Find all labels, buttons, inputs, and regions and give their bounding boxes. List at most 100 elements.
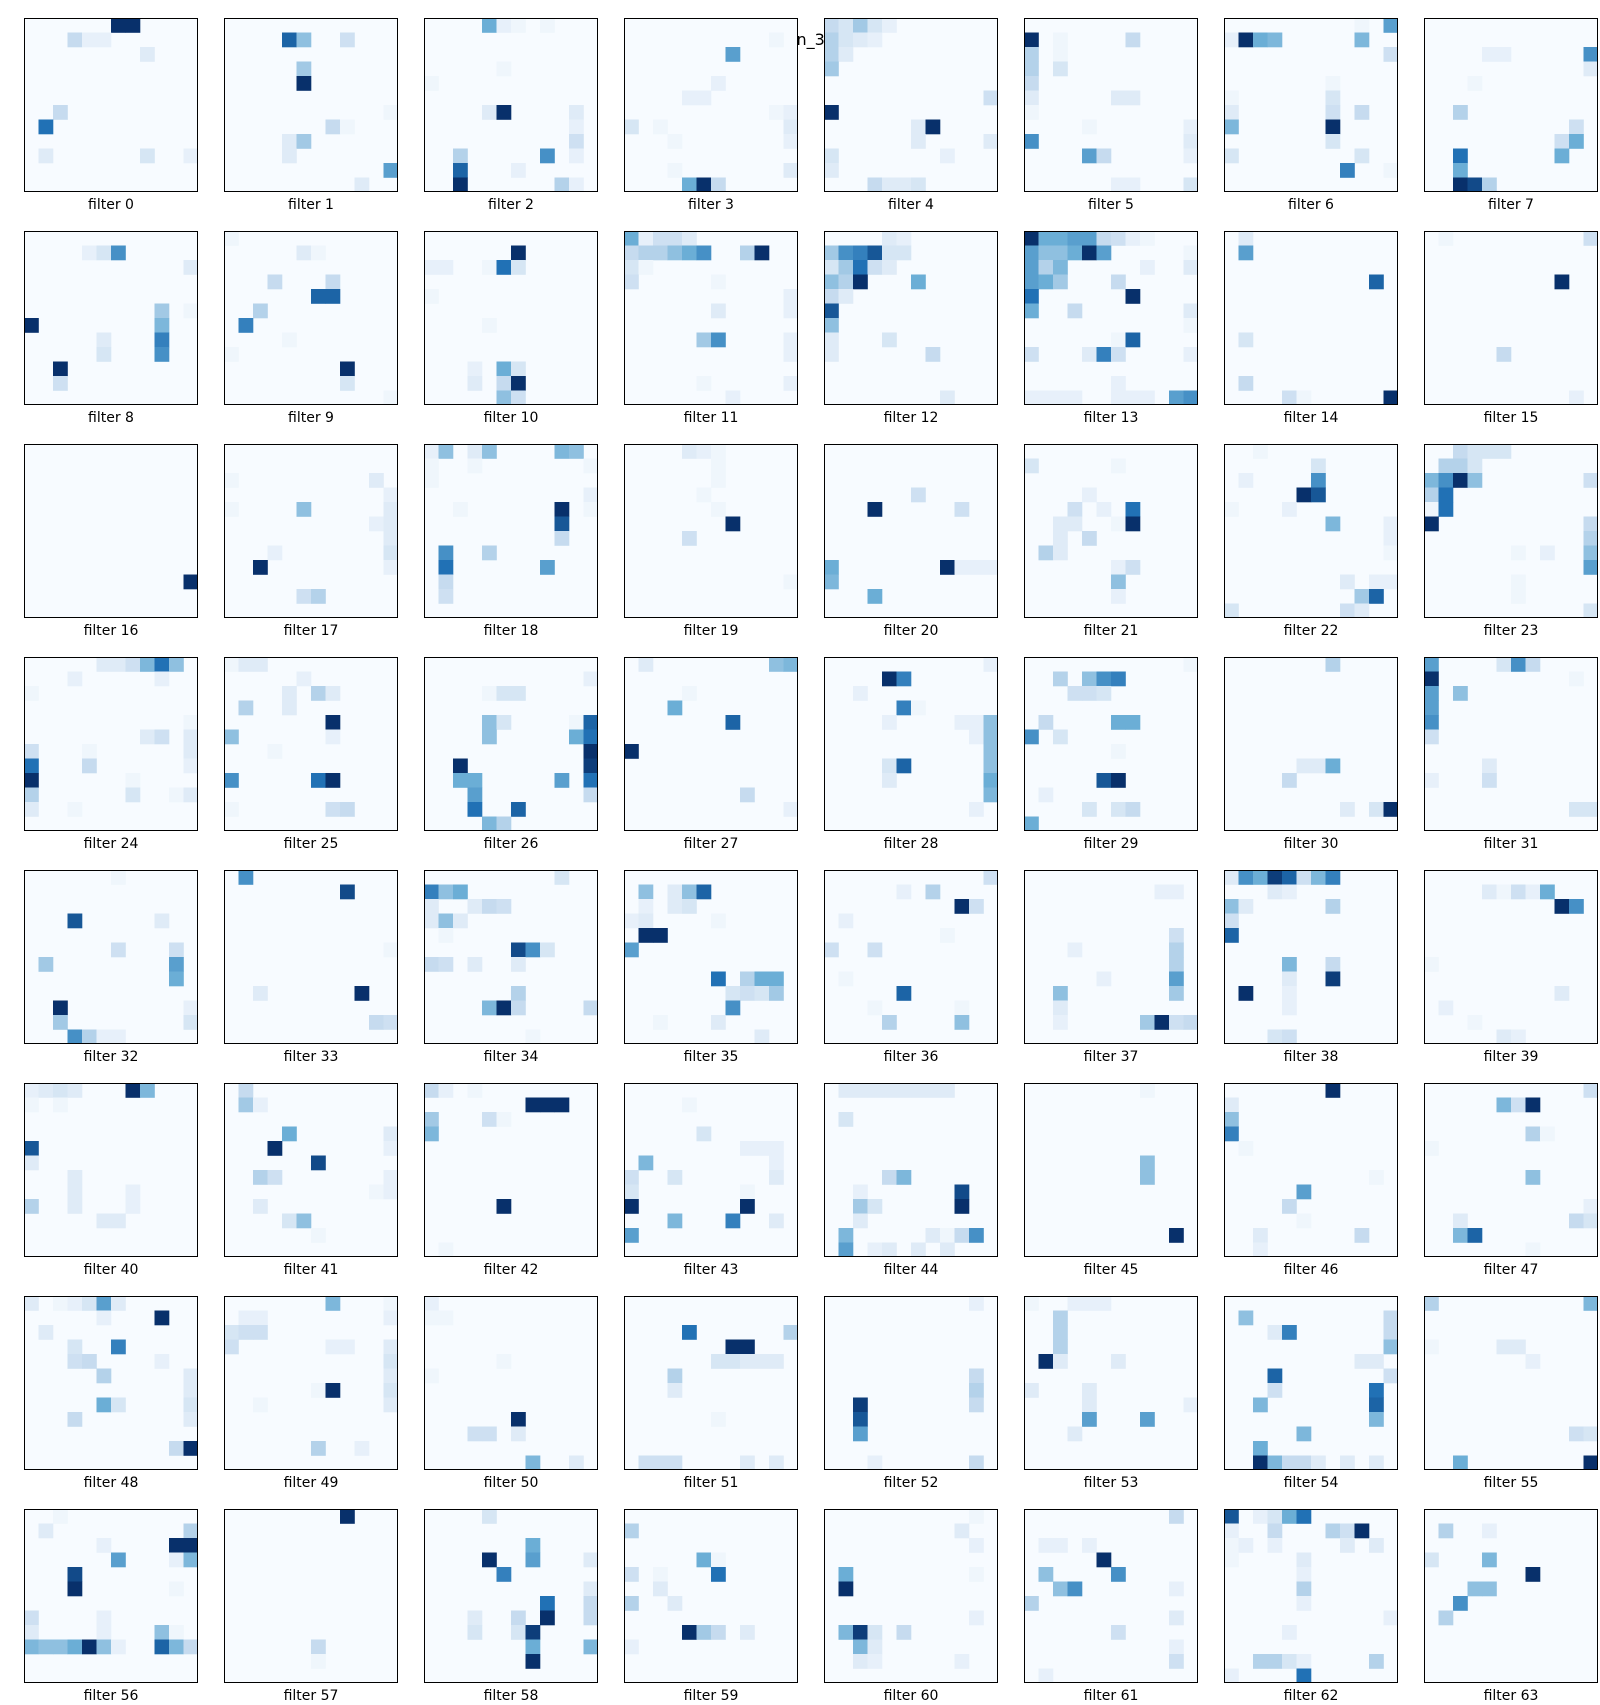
heatmap-cell [867,942,883,958]
heatmap-cell [1238,32,1254,48]
heatmap-cell [882,1083,897,1098]
heatmap-cell [969,1383,984,1398]
heatmap-cell [569,119,584,135]
heatmap-cell [383,1383,398,1398]
heatmap-cell [1183,347,1198,362]
heatmap-cell [467,1610,483,1626]
heatmap-cell [1082,531,1097,546]
filter-label: filter 54 [1283,1475,1339,1491]
heatmap-cell [282,134,297,149]
heatmap-cell [96,1029,112,1044]
heatmap-cell [1183,318,1198,333]
heatmap-cell [1482,884,1497,900]
heatmap-cell [1169,957,1184,972]
heatmap-cell [1169,1639,1184,1655]
heatmap-cell [638,245,654,261]
plot-frame [1024,444,1198,618]
heatmap-cell [1267,32,1283,48]
heatmap-cell [1354,1354,1370,1369]
heatmap-cell [1111,274,1126,290]
heatmap-cell [1267,1523,1283,1539]
heatmap-cell [1453,473,1468,488]
heatmap-cell [467,458,483,474]
heatmap-cell [311,1383,326,1398]
heatmap-cell [238,870,254,885]
heatmap-cell [1125,32,1141,48]
heatmap-cell [1369,1455,1384,1470]
filter-panel: filter 22 [1224,444,1398,640]
heatmap-cell [954,899,970,914]
heatmap-cell [624,1184,639,1200]
heatmap-cell [1125,516,1141,532]
heatmap-cell [969,1397,984,1413]
heatmap-cell [438,560,454,575]
heatmap-cell [1183,1397,1198,1413]
heatmap-cell [1511,1097,1526,1113]
heatmap-cell [325,1383,341,1398]
heatmap-cell [82,32,97,48]
heatmap-cell [253,1397,268,1413]
heatmap-cell [383,1397,398,1413]
filter-panel: filter 21 [1024,444,1198,640]
heatmap-cell [1282,773,1297,788]
heatmap-cell [853,1184,868,1200]
heatmap-cell [940,148,955,164]
heatmap-cell [325,119,341,135]
heatmap-cell [725,1000,741,1016]
heatmap-background [624,657,798,831]
heatmap-cell [1125,177,1141,192]
heatmap-cell [1525,1354,1541,1369]
filter-label: filter 4 [888,197,934,213]
heatmap-cell [183,148,198,164]
heatmap-cell [424,289,439,304]
heatmap-cell [624,913,639,929]
heatmap-cell [183,1639,198,1655]
heatmap-cell [1024,260,1039,275]
heatmap-cell [183,758,198,774]
heatmap-cell [96,1397,112,1413]
filter-label: filter 62 [1283,1688,1339,1704]
heatmap-cell [340,802,355,817]
heatmap-cell [511,942,526,958]
heatmap-cell [24,1083,39,1098]
heatmap-cell [1325,870,1341,885]
heatmap-cell [969,1368,984,1384]
heatmap-cell [682,686,697,701]
heatmap-cell [511,1610,526,1626]
heatmap-cell [482,1509,497,1524]
heatmap-cell [1296,1552,1312,1568]
heatmap-cell [467,444,483,459]
filter-panel: filter 33 [224,870,398,1066]
heatmap-cell [853,1639,868,1655]
filter-label: filter 9 [288,410,334,426]
heatmap-cell [838,1242,854,1257]
heatmap-cell [224,473,239,488]
heatmap-cell [769,1155,784,1171]
heatmap-cell [769,1455,784,1470]
heatmap-cell [1140,231,1155,246]
heatmap-cell [911,134,926,149]
heatmap-cell [1282,1625,1297,1640]
heatmap-cell [1096,686,1112,701]
heatmap-cell [1496,1029,1512,1044]
heatmap-cell [1111,773,1126,788]
heatmap-cell [354,177,370,192]
heatmap-cell [1096,347,1112,362]
heatmap-cell [1169,390,1184,405]
heatmap-cell [824,245,839,261]
filter-label: filter 37 [1083,1049,1139,1065]
filter-panel: filter 11 [624,231,798,427]
heatmap-cell [183,744,198,759]
heatmap-cell [1296,1509,1312,1524]
heatmap-cell [896,986,912,1001]
heatmap-cell [1369,1170,1384,1185]
heatmap-cell [253,1097,268,1113]
heatmap-cell [711,1354,726,1369]
heatmap-cell [1140,1155,1155,1171]
heatmap-cell [925,347,941,362]
heatmap-cell [540,560,555,575]
heatmap-cell [111,1339,126,1355]
heatmap-cell [511,1000,526,1016]
heatmap-cell [467,1625,483,1640]
heatmap-cell [511,376,526,391]
